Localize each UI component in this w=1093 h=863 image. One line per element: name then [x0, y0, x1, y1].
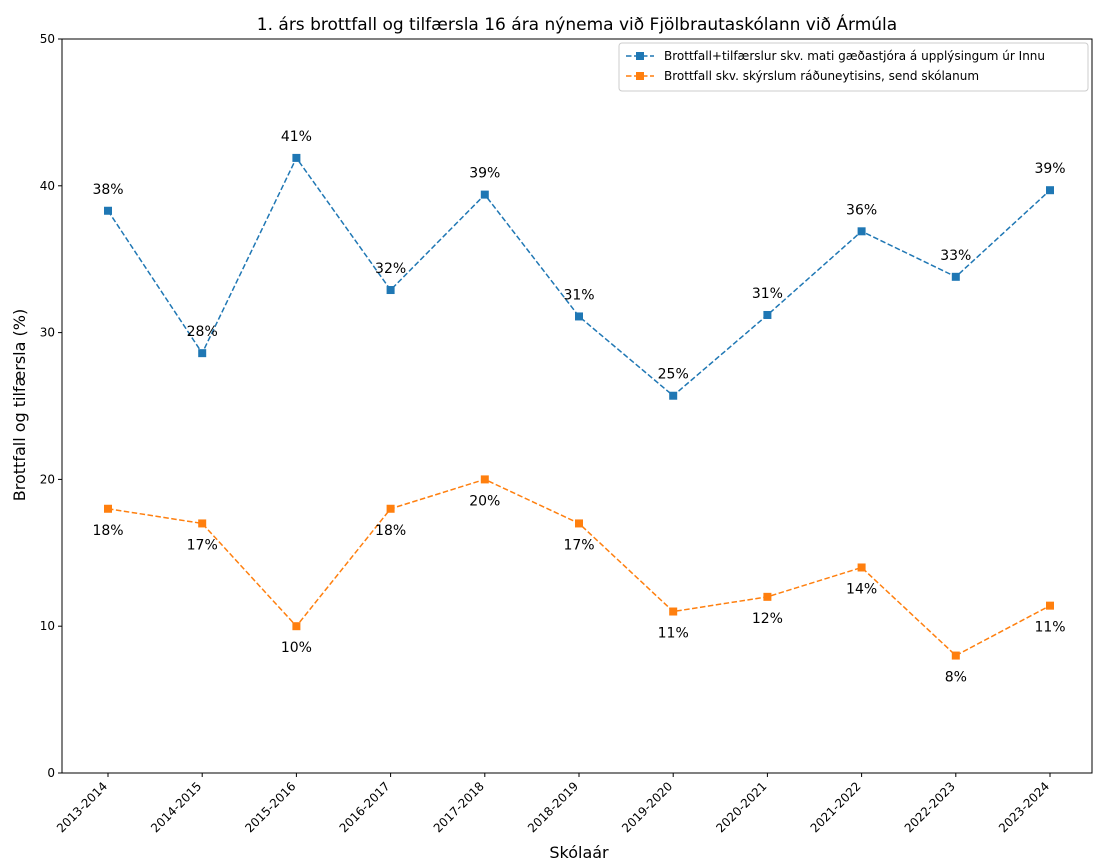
data-label: 18%: [375, 523, 406, 539]
data-label: 11%: [658, 626, 689, 642]
x-tick-label: 2023-2024: [996, 779, 1052, 835]
data-point-marker: [104, 206, 112, 215]
data-label: 31%: [563, 287, 594, 303]
chart-title: 1. árs brottfall og tilfærsla 16 ára nýn…: [257, 13, 897, 35]
plot-area: 38% 28% 41% 32% 39% 31% 25% 31% 36% 33% 39% 18% 17% 1…: [92, 129, 1065, 686]
x-tick-label: 2018-2019: [525, 779, 581, 835]
x-tick-label: 2022-2023: [902, 779, 958, 835]
legend-label: Brottfall skv. skýrslum ráðuneytisins, s…: [664, 69, 979, 83]
data-point-marker: [763, 310, 772, 319]
data-label: 32%: [375, 261, 406, 277]
data-point-marker: [1046, 601, 1054, 610]
x-tick-label: 2020-2021: [713, 779, 769, 835]
data-point-marker: [857, 227, 866, 236]
data-label: 12%: [752, 611, 783, 627]
data-label: 20%: [469, 493, 500, 509]
data-point-marker: [198, 519, 207, 528]
series-line: [107, 478, 1051, 657]
legend-marker: [636, 72, 644, 80]
data-point-marker: [480, 190, 489, 199]
y-tick-label: 0: [47, 766, 55, 780]
y-tick-label: 10: [40, 619, 55, 633]
data-label: 11%: [1034, 620, 1065, 636]
data-point-marker: [104, 504, 112, 513]
data-point-marker: [575, 519, 583, 528]
data-point-marker: [951, 651, 960, 660]
data-label: 10%: [281, 640, 312, 656]
data-point-marker: [386, 286, 395, 295]
y-tick-label: 40: [40, 179, 55, 193]
series-line: [107, 156, 1051, 397]
data-label: 39%: [1034, 161, 1065, 177]
data-label: 14%: [846, 581, 877, 597]
data-point-marker: [1046, 186, 1054, 195]
data-label: 25%: [658, 367, 689, 383]
y-tick-label: 30: [40, 326, 55, 340]
data-label: 8%: [945, 670, 967, 686]
y-tick-label: 20: [40, 472, 55, 486]
axes: 0 10 20 30 40 50 2013-2014 2014-2015 2015-2016 20…: [40, 32, 1093, 835]
data-point-marker: [575, 312, 583, 321]
data-point-marker: [198, 349, 207, 358]
data-point-marker: [763, 592, 772, 601]
x-tick-label: 2019-2020: [619, 779, 675, 835]
plot-frame: [61, 38, 1093, 774]
x-tick-label: 2014-2015: [148, 779, 204, 835]
x-tick-label: 2017-2018: [431, 779, 487, 835]
data-label: 28%: [187, 324, 218, 340]
data-point-marker: [857, 563, 866, 572]
data-label: 31%: [752, 286, 783, 302]
y-tick-label: 50: [40, 32, 55, 46]
data-label: 18%: [92, 523, 123, 539]
data-label: 17%: [187, 537, 218, 553]
data-point-marker: [669, 607, 678, 616]
x-axis-title: Skólaár: [549, 843, 609, 862]
x-tick-label: 2016-2017: [337, 779, 393, 835]
data-label: 33%: [940, 248, 971, 264]
y-axis-title: Brottfall og tilfærsla (%): [10, 309, 29, 501]
legend: Brottfall+tilfærslur skv. mati gæðastjór…: [618, 42, 1089, 92]
data-point-marker: [669, 391, 678, 400]
legend-marker: [636, 52, 644, 60]
x-tick-label: 2013-2014: [54, 779, 110, 835]
legend-box: [618, 42, 1089, 92]
data-label: 36%: [846, 202, 877, 218]
x-tick-label: 2015-2016: [242, 779, 298, 835]
data-point-marker: [292, 622, 301, 631]
data-label: 39%: [469, 166, 500, 182]
data-label: 38%: [92, 182, 123, 198]
data-point-marker: [480, 475, 489, 484]
data-point-marker: [292, 153, 301, 162]
data-label: 17%: [563, 537, 594, 553]
x-tick-label: 2021-2022: [808, 779, 864, 835]
data-point-marker: [951, 272, 960, 281]
data-label: 41%: [281, 129, 312, 145]
legend-label: Brottfall+tilfærslur skv. mati gæðastjór…: [664, 49, 1045, 63]
data-point-marker: [386, 504, 395, 513]
